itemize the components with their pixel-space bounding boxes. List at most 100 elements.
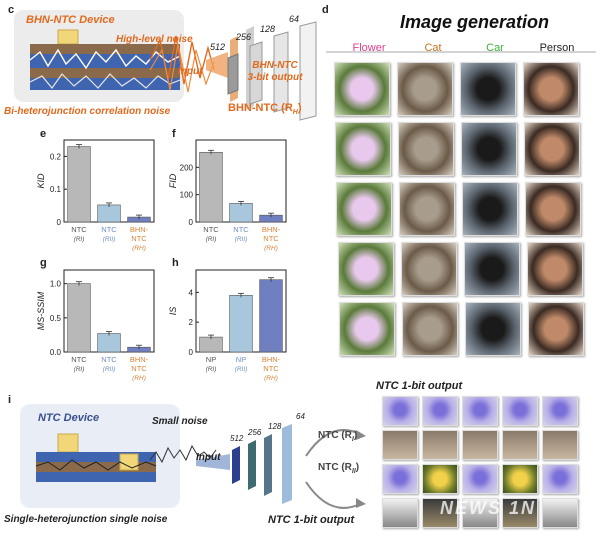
x-tick-label: BHN- <box>262 355 281 364</box>
x-tick-label: BHN- <box>130 225 149 234</box>
ntc-output-image-9 <box>502 430 538 460</box>
ntc-output-image-19 <box>502 498 538 528</box>
cat-image-1 <box>397 62 453 116</box>
category-label-person: Person <box>539 42 575 54</box>
car-image-2 <box>461 122 518 176</box>
ntc-output-top: NTC 1-bit output <box>376 380 463 392</box>
flower-image-1 <box>334 62 390 116</box>
panel-label-g: g <box>40 257 47 269</box>
generated-image-grid <box>334 62 594 372</box>
x-tick-label: NTC <box>71 225 87 234</box>
ntc-output-grid <box>382 396 582 532</box>
y-tick-label: 100 <box>180 191 194 200</box>
x-tick-label: BHN- <box>262 225 281 234</box>
cat-image-2 <box>398 122 455 176</box>
bar-3 <box>259 279 283 353</box>
x-tick-label-line2: NTC <box>263 234 279 243</box>
bar-2 <box>229 203 253 223</box>
x-tick-label: NTC <box>71 355 87 364</box>
cat-image-5 <box>401 302 458 356</box>
y-tick-label: 0 <box>189 218 194 227</box>
category-label-car: Car <box>486 42 504 54</box>
ntc-output-image-20 <box>542 498 578 528</box>
bar-2 <box>97 204 121 223</box>
category-label-flower: Flower <box>352 42 386 54</box>
cat-image-3 <box>399 182 456 236</box>
bar-1 <box>67 283 91 353</box>
input-label-i: Input <box>196 452 221 463</box>
y-tick-label: 0.5 <box>50 314 62 323</box>
x-tick-label-line2: (RII) <box>103 366 116 373</box>
layer-size-128-c: 128 <box>260 24 276 34</box>
bar-2 <box>229 295 253 353</box>
image-generation-title: Image generation <box>400 12 550 32</box>
bhn-output-line1: BHN-NTC <box>252 60 298 71</box>
category-label-cat: Cat <box>424 42 442 54</box>
layer-size-256-i: 256 <box>248 428 262 437</box>
ntc-output-image-15 <box>542 464 578 494</box>
bhn-model-label: BHN-NTC (RH) <box>228 102 302 117</box>
panel-label-i: i <box>8 394 12 406</box>
y-tick-label: 0.2 <box>50 152 62 161</box>
bhn-caption: Bi-heterojunction correlation noise <box>4 106 171 117</box>
x-tick-label-line2: (RI) <box>74 366 85 373</box>
car-image-5 <box>464 302 521 356</box>
x-tick-label-line2: (RI) <box>74 236 85 243</box>
ntc-device-illustration <box>35 424 366 509</box>
ntc-output-image-16 <box>382 498 418 528</box>
y-tick-label: 0 <box>189 348 194 357</box>
person-image-5 <box>527 302 584 356</box>
ntc-rii-label: NTC (RII) <box>318 462 360 475</box>
x-tick-label: NTC <box>233 225 249 234</box>
ntc-output-image-2 <box>422 396 458 426</box>
ntc-output-image-3 <box>462 396 498 426</box>
ntc-output-image-6 <box>382 430 418 460</box>
layer-size-256-c: 256 <box>236 32 252 42</box>
car-image-4 <box>463 242 520 296</box>
y-tick-label: 200 <box>180 163 194 172</box>
x-tick-label-line3: (RH) <box>132 375 146 382</box>
bar-2 <box>97 333 121 353</box>
person-image-3 <box>525 182 582 236</box>
x-tick-label-line2: (RII) <box>235 236 248 243</box>
x-tick-label-line2: NTC <box>131 234 147 243</box>
layer-size-512-i: 512 <box>230 434 244 443</box>
bhn-output-line2: 3-bit output <box>247 72 303 83</box>
panel-label-d: d <box>322 4 329 16</box>
layer-size-128-i: 128 <box>268 422 282 431</box>
x-tick-label: NP <box>206 355 216 364</box>
ntc-output-image-14 <box>502 464 538 494</box>
panel-label-e: e <box>40 128 47 140</box>
panel-label-h: h <box>172 257 179 269</box>
x-tick-label: NTC <box>101 355 117 364</box>
y-tick-label: 2 <box>189 318 194 327</box>
flower-image-2 <box>335 122 392 176</box>
y-tick-label: 0.1 <box>50 185 62 194</box>
bhn-device-illustration <box>29 26 254 110</box>
x-tick-label-line2: (RI) <box>206 236 217 243</box>
chart-ms-ssim: 0.00.51.0MS-SSIMNTC(RI)NTC(RII)BHN-NTC(R… <box>36 269 155 382</box>
y-tick-label: 0.0 <box>50 348 62 357</box>
ntc-output-image-4 <box>502 396 538 426</box>
bhn-device-title: BHN-NTC Device <box>26 14 115 26</box>
bhn-network-diagram <box>227 21 317 121</box>
y-axis-label: FID <box>168 173 178 188</box>
x-tick-label-line2: (RI) <box>206 366 217 373</box>
ntc-ri-label: NTC (RI) <box>318 430 358 443</box>
person-image-4 <box>526 242 583 296</box>
x-tick-label-line2: NTC <box>131 364 147 373</box>
x-tick-label: NP <box>236 355 246 364</box>
ntc-device-title: NTC Device <box>38 412 100 424</box>
y-axis-label: KID <box>36 173 46 189</box>
person-image-2 <box>524 122 581 176</box>
flower-image-5 <box>338 302 395 356</box>
x-tick-label-line3: (RH) <box>264 245 278 252</box>
y-tick-label: 4 <box>189 288 194 297</box>
watermark: NEWS 1N <box>440 498 537 518</box>
x-tick-label: BHN- <box>130 355 149 364</box>
ntc-output-image-1 <box>382 396 418 426</box>
car-image-1 <box>460 62 516 116</box>
layer-size-64-i: 64 <box>296 412 305 421</box>
ntc-output-image-17 <box>422 498 458 528</box>
